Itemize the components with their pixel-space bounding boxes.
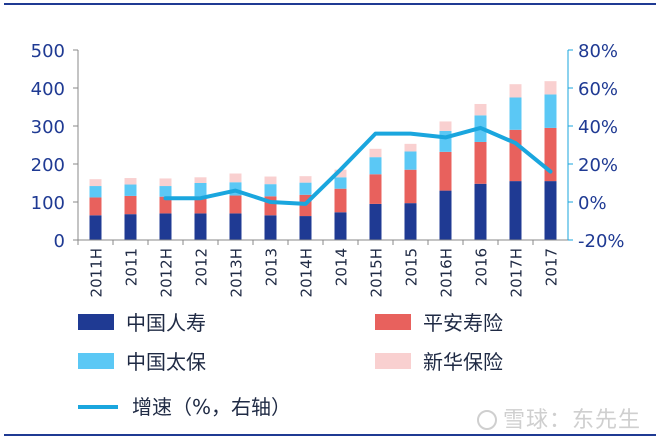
bar-2016H-s0 <box>439 190 452 240</box>
bar-2013H-s0 <box>229 213 242 240</box>
bar-2013-s0 <box>264 215 277 240</box>
bar-2017-s0 <box>544 181 557 240</box>
y-right-tick-5: 80% <box>578 41 618 62</box>
legend-swatch-2 <box>78 353 114 369</box>
bar-2011-s2 <box>124 184 137 196</box>
watermark-text: 雪球：东先生 <box>503 408 642 433</box>
bar-2015-s0 <box>404 203 417 240</box>
bar-2017H-s2 <box>509 97 522 130</box>
bar-2012H-s1 <box>159 196 172 214</box>
y-right-tick-1: 0% <box>578 193 607 214</box>
x-tick-2012H: 2012H <box>158 248 176 297</box>
bar-2014-s1 <box>334 188 347 213</box>
bar-2011-s0 <box>124 214 137 240</box>
growth-line <box>163 125 553 206</box>
axes: 0 100 200 300 400 500 -20% 0% 20% 40% 60% 80% 2011H 2… <box>31 41 625 297</box>
bar-2012H-s0 <box>159 213 172 240</box>
bar-2015H-s0 <box>369 203 382 240</box>
y-right-tick-0: -20% <box>578 231 625 252</box>
bar-2016H-s2 <box>439 130 452 152</box>
y-left-tick-0: 0 <box>54 231 65 252</box>
legend-swatch-0 <box>78 314 114 330</box>
x-tick-2014H: 2014H <box>298 248 316 297</box>
bar-2015-s1 <box>404 169 417 204</box>
bar-2016H-s1 <box>439 151 452 191</box>
bar-2015H-s2 <box>369 157 382 175</box>
bar-2014H-s2 <box>299 182 312 195</box>
x-tick-2017H: 2017H <box>508 248 526 297</box>
bar-2011H-s0 <box>89 215 102 240</box>
bar-2011H-s3 <box>89 179 102 187</box>
bar-2017-s3 <box>544 81 557 95</box>
x-tick-2012: 2012 <box>193 248 211 286</box>
y-right-tick-3: 40% <box>578 117 618 138</box>
bar-2017H-s0 <box>509 181 522 240</box>
bar-2012H-s2 <box>159 186 172 197</box>
bar-2011H-s1 <box>89 197 102 216</box>
x-tick-2016: 2016 <box>473 248 491 286</box>
watermark: 雪球：东先生 <box>477 402 641 434</box>
legend-swatch-3 <box>375 353 411 369</box>
y-left-tick-100: 100 <box>31 193 65 214</box>
y-right-tick-2: 20% <box>578 155 618 176</box>
bar-2011-s1 <box>124 195 137 215</box>
bars <box>89 81 557 240</box>
bar-2014-s3 <box>334 169 347 178</box>
x-tick-2011H: 2011H <box>88 248 106 297</box>
y-left-tick-200: 200 <box>31 155 65 176</box>
legend-label-2: 中国太保 <box>126 350 206 374</box>
bar-2012-s2 <box>194 183 207 197</box>
x-tick-2013H: 2013H <box>228 248 246 297</box>
legend-swatch-1 <box>375 314 411 330</box>
x-tick-2013: 2013 <box>263 248 281 286</box>
bar-2017H-s3 <box>509 84 522 98</box>
bar-2013H-s1 <box>229 195 242 214</box>
bar-2016-s0 <box>474 183 487 240</box>
bar-2016-s1 <box>474 141 487 184</box>
bar-2016H-s3 <box>439 121 452 131</box>
bar-2014-s2 <box>334 177 347 189</box>
bar-2012-s3 <box>194 177 207 183</box>
legend-label-line: 增速（%，右轴） <box>132 395 291 419</box>
bar-2011-s3 <box>124 178 137 185</box>
bar-2015-s3 <box>404 143 417 152</box>
bar-2015-s2 <box>404 151 417 170</box>
snowball-logo-icon <box>477 410 497 430</box>
bar-2013H-s3 <box>229 173 242 183</box>
growth-rate-line <box>163 125 553 206</box>
x-tick-2015: 2015 <box>403 248 421 286</box>
frame <box>4 3 656 436</box>
bar-2011H-s2 <box>89 186 102 198</box>
bar-2013-s3 <box>264 176 277 185</box>
bar-2016-s3 <box>474 103 487 116</box>
bar-2014-s0 <box>334 212 347 240</box>
y-left-tick-500: 500 <box>31 41 65 62</box>
legend-label-0: 中国人寿 <box>126 311 206 335</box>
bar-2012H-s3 <box>159 178 172 187</box>
bar-2013-s2 <box>264 184 277 197</box>
x-tick-2011: 2011 <box>123 248 141 286</box>
x-tick-2017: 2017 <box>543 248 561 286</box>
bar-2014H-s0 <box>299 216 312 240</box>
y-left-tick-400: 400 <box>31 79 65 100</box>
y-right-tick-4: 60% <box>578 79 618 100</box>
bar-2015H-s3 <box>369 148 382 158</box>
x-tick-2016H: 2016H <box>438 248 456 297</box>
bar-2015H-s1 <box>369 174 382 204</box>
x-tick-2014: 2014 <box>333 248 351 286</box>
bar-2017H-s1 <box>509 129 522 182</box>
x-tick-2015H: 2015H <box>368 248 386 297</box>
bar-2014H-s3 <box>299 176 312 183</box>
legend-label-1: 平安寿险 <box>423 311 503 335</box>
bar-2012-s0 <box>194 213 207 240</box>
bar-2017-s2 <box>544 94 557 128</box>
y-left-tick-300: 300 <box>31 117 65 138</box>
legend-label-3: 新华保险 <box>423 350 503 374</box>
bar-2012-s1 <box>194 196 207 214</box>
